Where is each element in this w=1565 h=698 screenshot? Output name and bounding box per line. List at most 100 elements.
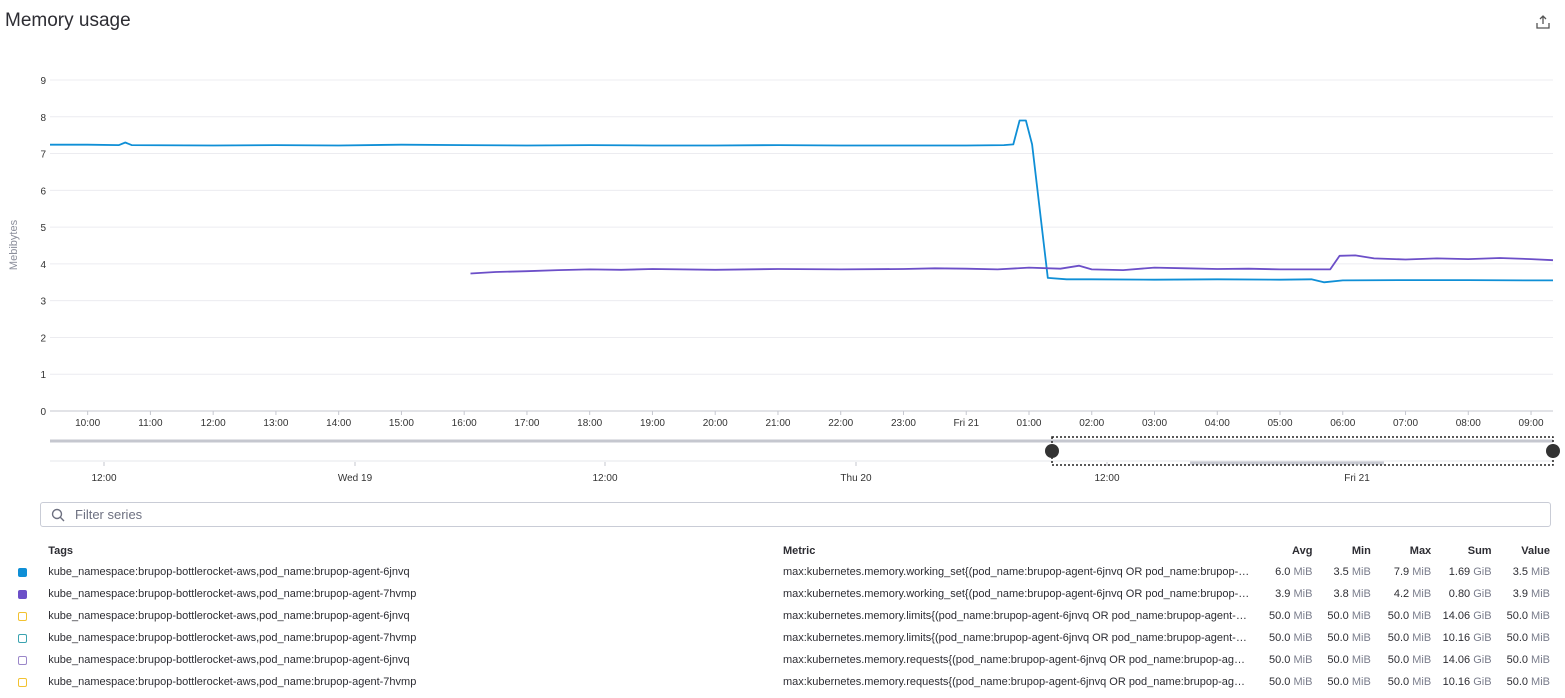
- legend-sum: 0.80 GiB: [1448, 588, 1492, 600]
- overview-tick-label: 12:00: [1094, 473, 1119, 484]
- col-metric[interactable]: Metric: [782, 545, 816, 557]
- col-max[interactable]: Max: [1409, 545, 1432, 557]
- legend-metric: max:kubernetes.memory.requests{(pod_name…: [782, 654, 1255, 666]
- series-color-swatch[interactable]: [18, 611, 27, 621]
- legend-avg: 50.0 MiB: [1269, 610, 1313, 622]
- x-tick-label: Fri 21: [953, 418, 979, 429]
- legend-max: 50.0 MiB: [1387, 632, 1432, 644]
- overview-timeline[interactable]: 12:00 Wed 19 12:00 Thu 20 12:00 Fri 21: [50, 436, 1560, 484]
- legend-value: 50.0 MiB: [1506, 632, 1550, 644]
- x-tick-label: 08:00: [1456, 418, 1481, 429]
- x-tick-label: 12:00: [201, 418, 226, 429]
- x-tick-label: 11:00: [138, 418, 163, 429]
- legend-value: 3.5 MiB: [1512, 566, 1550, 578]
- y-tick-label: 9: [40, 76, 46, 87]
- x-tick-label: 01:00: [1016, 418, 1041, 429]
- x-tick-label: 19:00: [640, 418, 665, 429]
- legend-tags: kube_namespace:brupop-bottlerocket-aws,p…: [48, 632, 417, 644]
- y-tick-label: 5: [40, 223, 46, 234]
- x-tick-label: 14:00: [326, 418, 351, 429]
- col-tags[interactable]: Tags: [48, 545, 74, 557]
- legend-tags: kube_namespace:brupop-bottlerocket-aws,p…: [48, 654, 410, 666]
- legend-max: 50.0 MiB: [1387, 676, 1432, 688]
- x-tick-label: 15:00: [389, 418, 414, 429]
- export-icon[interactable]: [1535, 14, 1551, 30]
- series-color-swatch[interactable]: [18, 633, 27, 643]
- y-tick-label: 6: [40, 186, 46, 197]
- x-tick-label: 23:00: [891, 418, 916, 429]
- col-sum[interactable]: Sum: [1467, 545, 1492, 557]
- col-avg[interactable]: Avg: [1292, 545, 1313, 557]
- series-line-1[interactable]: [50, 119, 1553, 284]
- y-tick-label: 1: [40, 370, 46, 381]
- legend-value: 50.0 MiB: [1506, 676, 1550, 688]
- x-tick-label: 03:00: [1142, 418, 1167, 429]
- legend-avg: 6.0 MiB: [1275, 566, 1313, 578]
- overview-tick-label: Fri 21: [1344, 473, 1370, 484]
- legend-tags: kube_namespace:brupop-bottlerocket-aws,p…: [48, 610, 410, 622]
- legend-sum: 14.06 GiB: [1442, 654, 1492, 666]
- legend-max: 50.0 MiB: [1387, 654, 1432, 666]
- legend-row[interactable]: kube_namespace:brupop-bottlerocket-aws,p…: [14, 649, 1554, 671]
- x-tick-label: 04:00: [1205, 418, 1230, 429]
- x-tick-label: 22:00: [828, 418, 853, 429]
- legend-header-row: Tags Metric Avg Min Max Sum Value: [14, 541, 1554, 561]
- legend-row[interactable]: kube_namespace:brupop-bottlerocket-aws,p…: [14, 583, 1554, 605]
- brush-handle-left[interactable]: [1045, 444, 1059, 458]
- legend-max: 50.0 MiB: [1387, 610, 1432, 622]
- legend-row[interactable]: kube_namespace:brupop-bottlerocket-aws,p…: [14, 627, 1554, 649]
- series-color-swatch[interactable]: [18, 655, 27, 665]
- x-tick-label: 02:00: [1079, 418, 1104, 429]
- legend-metric: max:kubernetes.memory.working_set{(pod_n…: [782, 588, 1254, 600]
- col-value[interactable]: Value: [1521, 545, 1550, 557]
- overview-tick-label: Thu 20: [840, 473, 872, 484]
- y-tick-label: 7: [40, 150, 46, 161]
- x-tick-label: 18:00: [577, 418, 602, 429]
- x-tick-label: 16:00: [452, 418, 477, 429]
- chart-title: Memory usage: [5, 10, 131, 31]
- legend-tags: kube_namespace:brupop-bottlerocket-aws,p…: [48, 676, 417, 688]
- series-color-swatch[interactable]: [18, 589, 27, 599]
- legend-min: 50.0 MiB: [1327, 610, 1371, 622]
- legend-metric: max:kubernetes.memory.limits{(pod_name:b…: [782, 610, 1255, 622]
- legend-min: 50.0 MiB: [1327, 632, 1371, 644]
- legend-min: 3.5 MiB: [1333, 566, 1371, 578]
- memory-usage-chart: 0 1 2 3 4 5 6 7 8 9 10:00 11:00 12:00 13:00 14:00 15:0…: [8, 76, 1560, 484]
- col-min[interactable]: Min: [1351, 545, 1371, 557]
- legend-row[interactable]: kube_namespace:brupop-bottlerocket-aws,p…: [14, 605, 1554, 627]
- legend-value: 50.0 MiB: [1506, 610, 1550, 622]
- overview-tick-label: 12:00: [592, 473, 617, 484]
- x-tick-label: 20:00: [703, 418, 728, 429]
- legend-max: 7.9 MiB: [1393, 566, 1432, 578]
- x-tick-label: 13:00: [263, 418, 288, 429]
- x-tick-label: 10:00: [75, 418, 100, 429]
- x-tick-label: 21:00: [765, 418, 790, 429]
- legend-metric: max:kubernetes.memory.limits{(pod_name:b…: [782, 632, 1255, 644]
- overview-tick-label: 12:00: [91, 473, 116, 484]
- y-axis-label: Mebibytes: [8, 219, 20, 270]
- legend-min: 3.8 MiB: [1333, 588, 1371, 600]
- x-tick-label: 09:00: [1519, 418, 1544, 429]
- filter-series-field[interactable]: [40, 502, 1551, 527]
- brush-handle-right[interactable]: [1546, 444, 1560, 458]
- legend-avg: 3.9 MiB: [1275, 588, 1313, 600]
- legend-row[interactable]: kube_namespace:brupop-bottlerocket-aws,p…: [14, 671, 1554, 693]
- legend-row[interactable]: kube_namespace:brupop-bottlerocket-aws,p…: [14, 561, 1554, 583]
- legend-avg: 50.0 MiB: [1269, 632, 1313, 644]
- legend-value: 3.9 MiB: [1512, 588, 1550, 600]
- series-color-swatch[interactable]: [18, 677, 27, 687]
- legend-tags: kube_namespace:brupop-bottlerocket-aws,p…: [48, 566, 410, 578]
- search-icon: [51, 508, 65, 522]
- legend-sum: 14.06 GiB: [1442, 610, 1492, 622]
- legend-sum: 1.69 GiB: [1448, 566, 1492, 578]
- y-tick-label: 2: [40, 333, 46, 344]
- legend-max: 4.2 MiB: [1393, 588, 1432, 600]
- x-tick-label: 07:00: [1393, 418, 1418, 429]
- series-legend-table: Tags Metric Avg Min Max Sum Value kube_n…: [14, 541, 1554, 693]
- overview-tick-label: Wed 19: [338, 473, 373, 484]
- series-color-swatch[interactable]: [18, 567, 27, 577]
- legend-avg: 50.0 MiB: [1269, 654, 1313, 666]
- x-tick-label: 06:00: [1330, 418, 1355, 429]
- series-line-2[interactable]: [470, 254, 1554, 275]
- filter-series-input[interactable]: [75, 505, 1535, 524]
